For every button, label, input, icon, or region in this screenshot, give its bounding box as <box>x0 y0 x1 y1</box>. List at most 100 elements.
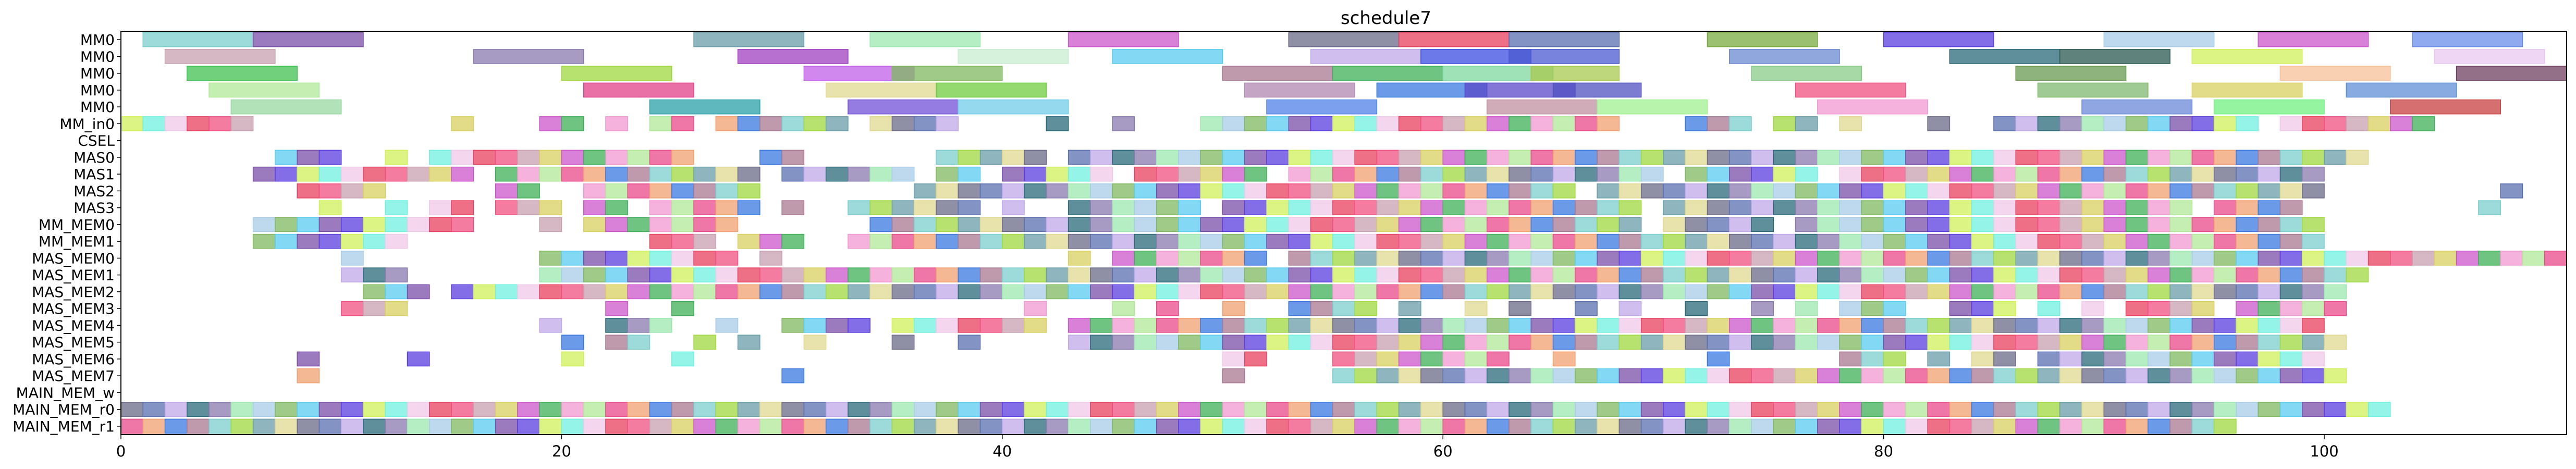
task-bar <box>605 166 628 182</box>
task-bar <box>649 217 672 232</box>
task-bar <box>2302 368 2325 384</box>
task-bar <box>1949 183 1972 199</box>
task-bar <box>1090 200 1113 215</box>
task-bar <box>1883 318 1906 333</box>
task-bar <box>2324 368 2347 384</box>
task-bar <box>1861 301 1884 316</box>
task-bar <box>2279 318 2303 333</box>
task-bar <box>363 418 386 434</box>
task-bar <box>891 217 915 232</box>
task-bar <box>803 116 827 131</box>
task-bar <box>2390 251 2413 266</box>
task-bar <box>1530 217 1554 232</box>
task-bar <box>1597 166 1620 182</box>
task-bar <box>1310 150 1333 165</box>
task-bar <box>979 233 1003 249</box>
task-bar <box>1751 402 1774 417</box>
task-bar <box>1751 183 1774 199</box>
task-bar <box>936 217 959 232</box>
task-bar <box>605 284 628 300</box>
task-bar <box>1002 150 1025 165</box>
task-bar <box>583 150 606 165</box>
task-bar <box>1442 284 1466 300</box>
task-bar <box>1464 418 1488 434</box>
task-bar <box>781 166 805 182</box>
task-bar <box>1773 116 1796 131</box>
task-bar <box>936 267 959 282</box>
task-bar <box>1751 66 1862 81</box>
task-bar <box>2302 402 2325 417</box>
task-bar <box>1024 284 1047 300</box>
task-bar <box>1597 200 1620 215</box>
task-bar <box>1640 284 1664 300</box>
task-bar <box>1266 99 1378 115</box>
task-bar <box>1508 217 1532 232</box>
task-bar <box>1376 150 1400 165</box>
task-bar <box>429 402 452 417</box>
task-bar <box>1487 284 1510 300</box>
task-bar <box>936 233 959 249</box>
task-bar <box>979 183 1003 199</box>
task-bar <box>208 116 232 131</box>
task-bar <box>318 200 342 215</box>
task-bar <box>1597 99 1708 115</box>
task-bar <box>1728 418 1752 434</box>
task-bar <box>1597 402 1620 417</box>
task-bar <box>2258 351 2281 367</box>
task-bar <box>1090 150 1113 165</box>
task-bar <box>561 116 584 131</box>
task-bar <box>1618 233 1642 249</box>
task-bar <box>2236 217 2259 232</box>
task-bar <box>2037 183 2060 199</box>
x-tick-label: 100 <box>2310 442 2338 460</box>
task-bar <box>2258 284 2281 300</box>
task-bar <box>318 183 342 199</box>
task-bar <box>1332 150 1355 165</box>
task-bar <box>1530 183 1554 199</box>
task-bar <box>1002 166 1025 182</box>
task-bar <box>2191 402 2215 417</box>
task-bar <box>649 116 672 131</box>
task-bar <box>781 284 805 300</box>
task-bar <box>2169 183 2193 199</box>
task-bar <box>1266 150 1290 165</box>
task-bar <box>230 99 342 115</box>
task-bar <box>803 318 827 333</box>
task-bar <box>297 166 320 182</box>
task-bar <box>1442 166 1466 182</box>
task-bar <box>1156 217 1179 232</box>
task-bar <box>715 284 739 300</box>
task-bar <box>869 217 893 232</box>
task-bar <box>1751 233 1774 249</box>
task-bar <box>1883 150 1906 165</box>
task-bar <box>1993 368 2016 384</box>
task-bar <box>473 150 496 165</box>
task-bar <box>1134 335 1157 350</box>
task-bars <box>120 32 2567 434</box>
task-bar <box>1464 284 1488 300</box>
task-bar <box>1266 284 1290 300</box>
task-bar <box>2279 402 2303 417</box>
task-bar <box>1090 402 1113 417</box>
task-bar <box>1927 318 1951 333</box>
task-bar <box>2346 267 2369 282</box>
task-bar <box>1575 418 1598 434</box>
task-bar <box>252 233 276 249</box>
task-bar <box>1244 284 1267 300</box>
task-bar <box>1464 351 1488 367</box>
task-bar <box>2346 251 2369 266</box>
task-bar <box>671 284 694 300</box>
task-bar <box>781 368 805 384</box>
task-bar <box>2279 200 2303 215</box>
task-bar <box>891 335 915 350</box>
task-bar <box>1112 267 1135 282</box>
task-bar <box>1552 82 1642 98</box>
task-bar <box>2236 318 2259 333</box>
task-bar <box>2213 116 2237 131</box>
task-bar <box>2037 318 2060 333</box>
task-bar <box>848 233 870 249</box>
task-bar <box>1728 402 1752 417</box>
task-bar <box>1178 200 1201 215</box>
task-bar <box>1046 267 1069 282</box>
task-bar <box>1442 418 1466 434</box>
